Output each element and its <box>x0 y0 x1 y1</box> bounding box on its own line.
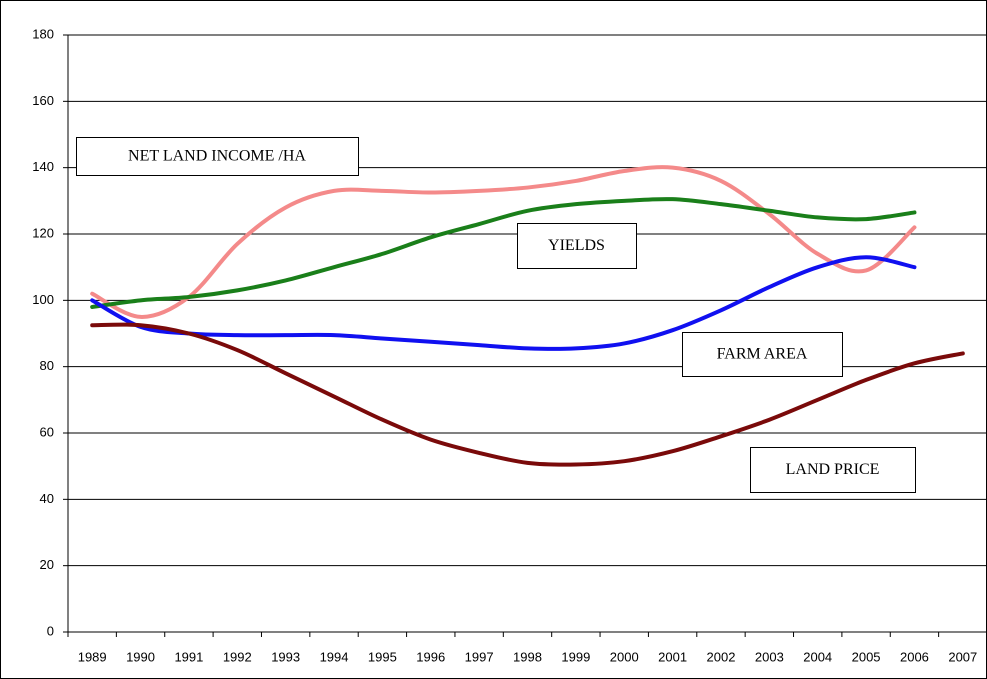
x-tick-label: 1990 <box>126 649 155 664</box>
x-tick-label: 1993 <box>271 649 300 664</box>
series-line <box>90 197 917 309</box>
y-tick-label: 0 <box>47 623 54 638</box>
x-tick-label: 1998 <box>513 649 542 664</box>
x-tick-label: 2003 <box>755 649 784 664</box>
series-label-box <box>682 332 843 377</box>
x-tick-label: 2001 <box>658 649 687 664</box>
y-tick-label: 80 <box>40 358 54 373</box>
x-tick-label: 2007 <box>948 649 977 664</box>
x-tick-label: 2002 <box>707 649 736 664</box>
series-label-box <box>76 137 359 176</box>
series-label: LAND PRICE <box>786 461 880 478</box>
series-line <box>90 255 917 351</box>
y-tick-label: 20 <box>40 557 54 572</box>
series-label: NET LAND INCOME /HA <box>128 148 306 165</box>
series-label: YIELDS <box>548 237 605 254</box>
x-tick-label: 2000 <box>610 649 639 664</box>
y-tick-label: 140 <box>32 159 54 174</box>
series-line <box>90 322 965 467</box>
series-line <box>90 165 917 319</box>
y-tick-label: 40 <box>40 491 54 506</box>
y-tick-label: 180 <box>32 26 54 41</box>
y-tick-label: 100 <box>32 292 54 307</box>
series-label: FARM AREA <box>717 346 808 363</box>
x-tick-label: 1996 <box>416 649 445 664</box>
series-label-box <box>750 447 916 493</box>
x-tick-label: 2006 <box>900 649 929 664</box>
x-tick-label: 1999 <box>561 649 590 664</box>
x-tick-label: 1997 <box>465 649 494 664</box>
series-label-box <box>517 223 637 269</box>
y-tick-label: 160 <box>32 93 54 108</box>
x-tick-label: 1989 <box>78 649 107 664</box>
x-tick-label: 1992 <box>223 649 252 664</box>
x-tick-label: 1994 <box>320 649 349 664</box>
x-tick-label: 2005 <box>852 649 881 664</box>
y-tick-label: 120 <box>32 225 54 240</box>
x-tick-label: 1991 <box>174 649 203 664</box>
y-tick-label: 60 <box>40 424 54 439</box>
x-tick-label: 1995 <box>368 649 397 664</box>
x-tick-label: 2004 <box>803 649 832 664</box>
